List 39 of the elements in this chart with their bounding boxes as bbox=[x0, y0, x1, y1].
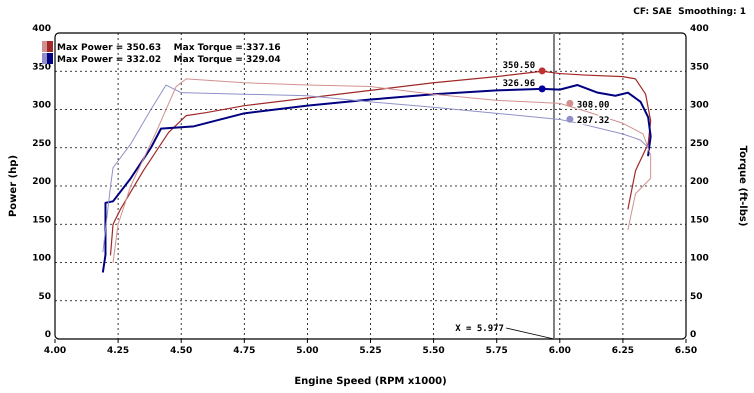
y-tick-label: 150 bbox=[32, 215, 51, 226]
data-label: 308.00 bbox=[576, 100, 610, 110]
y2-axis-title: Torque (ft-lbs) bbox=[737, 146, 748, 226]
y-tick-label: 250 bbox=[32, 138, 51, 149]
y2-tick-label: 350 bbox=[690, 62, 709, 72]
y2-tick-label: 250 bbox=[690, 138, 709, 149]
text: CF: SAE Smoothing: 1 bbox=[633, 7, 746, 17]
y2-tick-label: 0 bbox=[690, 330, 696, 340]
y2-tick-label: 100 bbox=[690, 254, 709, 264]
x-tick-label: 4.50 bbox=[170, 346, 192, 356]
y-tick-label: 300 bbox=[32, 100, 51, 110]
y-tick-label: 200 bbox=[32, 177, 51, 187]
x-tick-label: 6.00 bbox=[548, 346, 571, 356]
y2-tick-label: 400 bbox=[690, 24, 709, 34]
legend-label: Max Power = 332.02 Max Torque = 329.04 bbox=[57, 55, 281, 65]
x-tick-label: 5.50 bbox=[422, 346, 445, 356]
x-tick-label: 6.25 bbox=[612, 346, 634, 356]
data-label: 350.50 bbox=[502, 60, 536, 71]
y2-tick-label: 50 bbox=[690, 292, 703, 302]
x-axis-title: Engine Speed (RPM x1000) bbox=[294, 376, 447, 387]
data-label: 326.96 bbox=[502, 78, 536, 89]
y-axis-title: Power (hp) bbox=[8, 154, 19, 218]
x-tick-label: 5.00 bbox=[296, 346, 319, 356]
y-tick-label: 100 bbox=[32, 254, 51, 264]
y-tick-label: 400 bbox=[32, 24, 51, 34]
y-tick-label: 0 bbox=[44, 330, 51, 340]
x-tick-label: 4.75 bbox=[233, 346, 256, 356]
x-tick-label: 6.50 bbox=[674, 346, 698, 356]
y-tick-label: 50 bbox=[38, 292, 51, 302]
x-tick-label: 4.25 bbox=[106, 346, 130, 356]
data-label: 287.32 bbox=[576, 116, 610, 126]
x-tick-label: 5.25 bbox=[359, 346, 382, 356]
y2-tick-label: 200 bbox=[690, 177, 709, 187]
legend-label: Max Power = 350.63 Max Torque = 337.16 bbox=[57, 43, 281, 53]
ref-line-label: X = 5.977 bbox=[455, 324, 504, 334]
y2-tick-label: 300 bbox=[690, 100, 709, 110]
y2-tick-label: 150 bbox=[690, 215, 709, 226]
x-tick-label: 5.75 bbox=[486, 346, 508, 356]
x-tick-label: 4.00 bbox=[44, 346, 66, 356]
